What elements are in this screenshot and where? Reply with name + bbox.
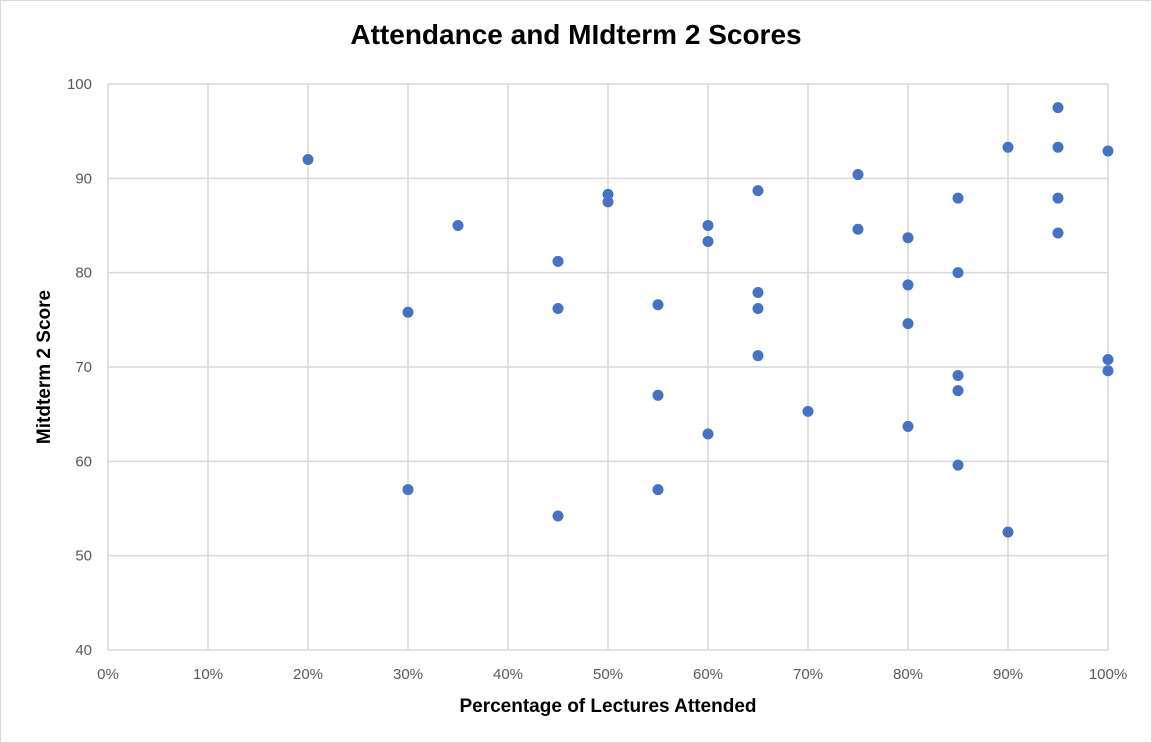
- data-points: [302, 102, 1114, 538]
- data-point: [952, 385, 964, 397]
- data-point: [402, 306, 414, 318]
- x-tick-label: 60%: [693, 666, 723, 683]
- data-point: [602, 188, 614, 200]
- x-tick-label: 100%: [1089, 666, 1127, 683]
- y-tick-label: 70: [75, 359, 92, 376]
- y-tick-label: 50: [75, 548, 92, 565]
- data-point: [652, 484, 664, 496]
- data-point: [452, 220, 464, 231]
- data-point: [1102, 145, 1114, 157]
- data-point: [1052, 227, 1064, 239]
- data-point: [1052, 192, 1064, 204]
- x-axis-ticks: 0% 10% 20% 30% 40% 50% 60% 70% 80% 90% 100%: [97, 666, 1127, 683]
- y-tick-label: 40: [75, 642, 92, 659]
- data-point: [852, 223, 864, 235]
- data-point: [402, 484, 414, 496]
- data-point: [552, 303, 564, 315]
- data-point: [852, 169, 864, 181]
- data-point: [602, 196, 614, 208]
- x-tick-label: 10%: [193, 666, 223, 683]
- data-point: [952, 369, 964, 381]
- x-tick-label: 80%: [893, 666, 923, 683]
- chart-title: Attendance and MIdterm 2 Scores: [350, 19, 802, 50]
- data-point: [302, 153, 314, 165]
- data-point: [702, 220, 714, 231]
- y-tick-label: 90: [75, 170, 92, 187]
- data-point: [1102, 365, 1114, 377]
- data-point: [702, 428, 714, 440]
- data-point: [752, 303, 764, 315]
- data-point: [652, 299, 664, 311]
- data-point: [552, 510, 564, 522]
- data-point: [1002, 526, 1014, 538]
- x-tick-label: 0%: [97, 666, 119, 683]
- data-point: [1002, 141, 1014, 153]
- data-point: [752, 286, 764, 298]
- data-point: [752, 185, 764, 197]
- data-point: [952, 192, 964, 204]
- y-tick-label: 80: [75, 265, 92, 282]
- data-point: [552, 255, 564, 267]
- y-tick-label: 100: [67, 76, 92, 93]
- x-tick-label: 30%: [393, 666, 423, 683]
- x-tick-label: 50%: [593, 666, 623, 683]
- data-point: [1052, 102, 1064, 114]
- data-point: [902, 420, 914, 432]
- data-point: [902, 279, 914, 291]
- y-tick-label: 60: [75, 453, 92, 470]
- data-point: [902, 232, 914, 244]
- x-tick-label: 20%: [293, 666, 323, 683]
- y-axis-ticks: 40 50 60 70 80 90 100: [67, 76, 92, 659]
- x-tick-label: 90%: [993, 666, 1023, 683]
- data-point: [702, 236, 714, 248]
- x-tick-label: 70%: [793, 666, 823, 683]
- data-point: [902, 318, 914, 330]
- x-axis-title: Percentage of Lectures Attended: [459, 696, 756, 717]
- data-point: [952, 267, 964, 279]
- x-tick-label: 40%: [493, 666, 523, 683]
- data-point: [952, 459, 964, 471]
- gridlines: [107, 83, 1109, 651]
- data-point: [1052, 141, 1064, 153]
- data-point: [802, 405, 814, 417]
- y-axis-title: Mitdterm 2 Score: [34, 290, 55, 444]
- data-point: [1102, 353, 1114, 365]
- data-point: [752, 350, 764, 362]
- data-point: [652, 389, 664, 401]
